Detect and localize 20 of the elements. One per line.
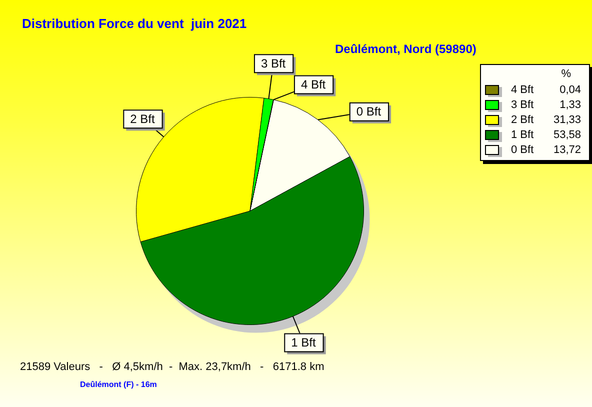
data-label: 0,04 xyxy=(558,84,581,96)
data-label: 13,72 xyxy=(552,144,581,156)
slice-label: 3 Bft xyxy=(260,56,286,70)
chart-title: Distribution Force du vent juin 2021 xyxy=(22,16,247,31)
legend-label: 4 Bft xyxy=(511,84,535,96)
legend-label: 0 Bft xyxy=(511,144,535,156)
data-label: 1,33 xyxy=(558,98,581,110)
text: 21589 Valeurs - Ø 4,5km/h - Max. 23,7km/h - 6171.8 km xyxy=(20,361,324,373)
slice-label: 1 Bft xyxy=(291,336,316,350)
legend-label: 2 Bft xyxy=(511,114,535,126)
legend-label: 3 Bft xyxy=(511,98,535,110)
data-label: 53,58 xyxy=(552,128,581,140)
legend-label: 1 Bft xyxy=(511,128,535,140)
slice-label: 2 Bft xyxy=(130,112,156,126)
legend-title: % xyxy=(560,68,572,80)
slice-label: 0 Bft xyxy=(356,104,382,119)
slice-label: 4 Bft xyxy=(300,78,326,92)
chart-subtitle: Deûlémont, Nord (59890) xyxy=(335,42,476,56)
text: Deûlémont (F) - 16m xyxy=(80,380,157,389)
data-label: 31,33 xyxy=(552,114,581,126)
